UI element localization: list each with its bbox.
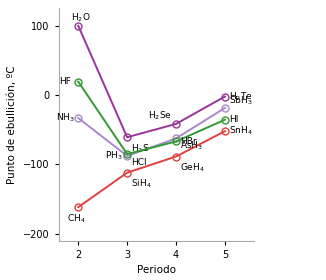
Text: GeH$_4$: GeH$_4$ [180, 161, 205, 174]
Text: SbH$_3$: SbH$_3$ [229, 95, 253, 107]
Text: H$_2$Te: H$_2$Te [229, 90, 253, 103]
Text: H$_2$S: H$_2$S [131, 142, 150, 155]
Y-axis label: Punto de ebullición, ºC: Punto de ebullición, ºC [7, 65, 18, 184]
Text: AsH$_3$: AsH$_3$ [180, 139, 203, 152]
Text: H$_2$Se: H$_2$Se [148, 109, 172, 122]
Text: HBr: HBr [180, 137, 197, 146]
Text: NH$_3$: NH$_3$ [56, 112, 75, 124]
Text: CH$_4$: CH$_4$ [67, 212, 86, 225]
Text: PH$_3$: PH$_3$ [105, 150, 123, 162]
Text: HCl: HCl [131, 158, 147, 167]
Text: HF: HF [59, 77, 71, 86]
Text: SnH$_4$: SnH$_4$ [229, 125, 253, 137]
Text: H$_2$O: H$_2$O [71, 11, 91, 24]
X-axis label: Periodo: Periodo [137, 265, 176, 276]
Text: SiH$_4$: SiH$_4$ [131, 178, 152, 190]
Text: HI: HI [229, 115, 239, 124]
